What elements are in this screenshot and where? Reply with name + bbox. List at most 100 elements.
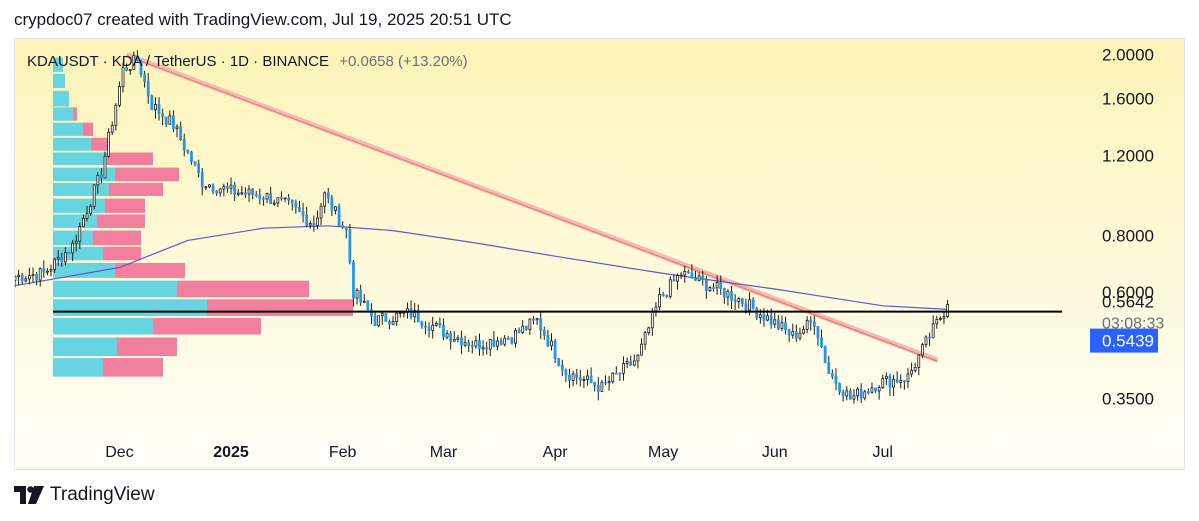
candle bbox=[456, 335, 460, 343]
candle bbox=[485, 341, 489, 355]
candle bbox=[424, 321, 427, 335]
candle-body bbox=[607, 381, 611, 384]
volume-profile-down-bar bbox=[97, 214, 145, 228]
volume-profile-up-bar bbox=[53, 299, 207, 316]
candle-body bbox=[110, 125, 114, 133]
candle bbox=[110, 121, 114, 135]
candle bbox=[892, 375, 895, 396]
candle bbox=[848, 388, 852, 400]
candle bbox=[438, 317, 442, 329]
candle bbox=[632, 354, 636, 367]
candle bbox=[611, 372, 615, 384]
volume-profile-up-bar bbox=[53, 198, 105, 213]
candle-body bbox=[215, 190, 219, 194]
candle-body bbox=[352, 261, 355, 299]
candle bbox=[643, 330, 647, 350]
candle-body bbox=[668, 279, 672, 297]
candle-body bbox=[186, 149, 190, 153]
candle bbox=[128, 69, 132, 75]
candle bbox=[319, 202, 323, 226]
candle-body bbox=[175, 126, 179, 130]
candle-body bbox=[550, 340, 553, 347]
candle-body bbox=[690, 272, 694, 279]
candle-body bbox=[499, 340, 503, 345]
candle-body bbox=[719, 281, 723, 289]
candle-body bbox=[715, 281, 719, 289]
candle-body bbox=[848, 390, 852, 400]
candle-body bbox=[733, 299, 737, 302]
candle-body bbox=[913, 366, 917, 371]
candle-body bbox=[53, 258, 56, 270]
candle bbox=[917, 354, 921, 376]
candle-body bbox=[823, 346, 827, 364]
chart-area[interactable]: 2.0000 1.6000 1.2000 0.8000 0.6000 0.3500 0.56… bbox=[14, 38, 1185, 470]
candle-body bbox=[679, 274, 683, 277]
candle-body bbox=[373, 315, 377, 327]
candle bbox=[658, 287, 661, 311]
candle bbox=[820, 329, 823, 349]
candle-body bbox=[560, 364, 564, 371]
candle-body bbox=[341, 225, 345, 228]
candle bbox=[323, 191, 327, 214]
volume-profile-up-bar bbox=[53, 107, 73, 121]
candle bbox=[290, 199, 294, 211]
candle bbox=[53, 258, 56, 273]
candle bbox=[607, 375, 611, 391]
candle-body bbox=[316, 217, 319, 226]
candle bbox=[708, 286, 712, 293]
candle bbox=[751, 297, 755, 310]
candle bbox=[737, 296, 741, 309]
candle bbox=[694, 270, 697, 281]
candle-body bbox=[614, 372, 618, 375]
tradingview-brand[interactable]: TradingView bbox=[14, 484, 155, 506]
candle-body bbox=[769, 315, 773, 325]
candle-body bbox=[809, 319, 813, 323]
time-axis-tick: Jun bbox=[762, 444, 788, 461]
candle-body bbox=[571, 373, 575, 381]
candle bbox=[341, 221, 345, 229]
candle-body bbox=[334, 206, 337, 211]
candle bbox=[600, 379, 604, 392]
price-chart[interactable]: 2.0000 1.6000 1.2000 0.8000 0.6000 0.3500 0.56… bbox=[15, 39, 1185, 470]
time-axis-tick: 2025 bbox=[213, 444, 249, 461]
candle bbox=[542, 326, 546, 340]
candle-body bbox=[942, 316, 946, 319]
candle-body bbox=[661, 294, 665, 296]
candle-body bbox=[427, 326, 431, 331]
candle-body bbox=[776, 319, 780, 329]
candle-body bbox=[154, 104, 157, 111]
candle bbox=[301, 203, 305, 223]
volume-profile-up-bar bbox=[53, 182, 109, 196]
candle-body bbox=[694, 277, 697, 281]
candle bbox=[71, 239, 75, 262]
candle bbox=[168, 110, 172, 125]
candle bbox=[722, 287, 726, 304]
candle-body bbox=[596, 385, 600, 392]
time-axis-tick: May bbox=[648, 444, 678, 461]
candle-body bbox=[575, 373, 579, 379]
candle-body bbox=[805, 319, 809, 330]
candle-body bbox=[517, 330, 521, 333]
candle bbox=[550, 333, 553, 351]
candle-body bbox=[244, 192, 247, 195]
candle bbox=[521, 320, 525, 334]
candle-body bbox=[157, 104, 161, 115]
price-axis-tick: 1.6000 bbox=[1102, 90, 1154, 109]
candle bbox=[514, 328, 517, 348]
candle-body bbox=[38, 268, 42, 281]
candle-body bbox=[730, 291, 733, 301]
candle bbox=[276, 197, 280, 208]
candle-body bbox=[326, 192, 330, 199]
candle-body bbox=[211, 184, 215, 192]
candle-body bbox=[521, 325, 525, 333]
candle bbox=[618, 372, 622, 382]
candle bbox=[859, 383, 863, 403]
candle bbox=[812, 315, 816, 335]
candle-body bbox=[892, 378, 895, 388]
candle bbox=[910, 362, 913, 378]
trendline-band bbox=[125, 52, 939, 363]
candle-body bbox=[622, 363, 625, 374]
symbol-legend[interactable]: KDAUSDT · KDA / TetherUS · 1D · BINANCE … bbox=[27, 53, 468, 70]
bar-countdown-label: 03:08:33 bbox=[1102, 315, 1164, 332]
candle bbox=[226, 182, 229, 193]
